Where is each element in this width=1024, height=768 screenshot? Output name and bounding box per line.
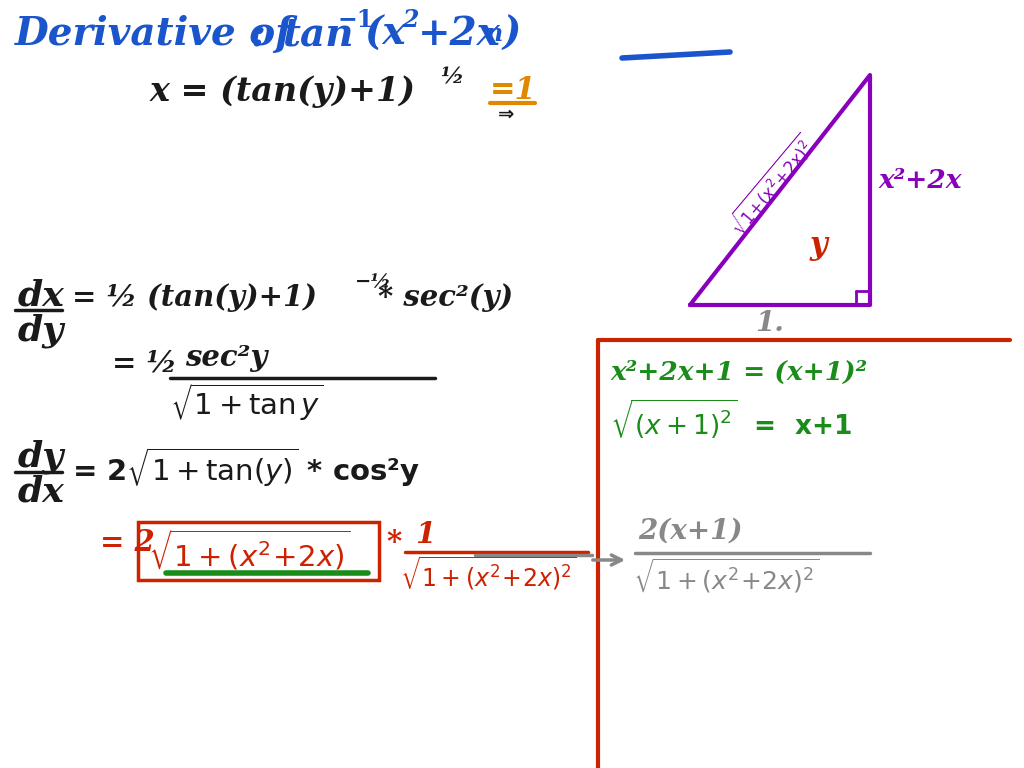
Text: $\sqrt{1+(x^2\!+\!2x)^2}$: $\sqrt{1+(x^2\!+\!2x)^2}$	[400, 555, 577, 594]
Text: 2(x+1): 2(x+1)	[638, 518, 742, 545]
Text: ½: ½	[440, 67, 463, 89]
Text: sec²y: sec²y	[185, 343, 267, 372]
Text: =1: =1	[490, 75, 537, 106]
Text: Derivative of: Derivative of	[15, 15, 293, 53]
Text: +2x: +2x	[418, 15, 501, 53]
Text: n: n	[486, 22, 503, 46]
Text: ⇒: ⇒	[498, 105, 514, 124]
Text: $\sqrt{1+\mathrm{tan}\,y}$: $\sqrt{1+\mathrm{tan}\,y}$	[170, 381, 324, 423]
Text: $\sqrt{1\!+\!(x^2\!+\!2x)^2}$: $\sqrt{1\!+\!(x^2\!+\!2x)^2}$	[722, 131, 820, 240]
Text: $\sqrt{1+(x^2\!+\!2x)^2}$: $\sqrt{1+(x^2\!+\!2x)^2}$	[633, 557, 819, 597]
Text: $\sqrt{(x+1)^2}$  =  x+1: $\sqrt{(x+1)^2}$ = x+1	[610, 398, 852, 442]
Text: (x: (x	[365, 15, 407, 53]
Text: *: *	[387, 528, 413, 557]
Text: dy: dy	[18, 440, 65, 475]
Text: * sec²(y): * sec²(y)	[378, 283, 513, 312]
Text: :: :	[238, 15, 280, 53]
Text: 1: 1	[415, 520, 435, 549]
Text: tan: tan	[282, 15, 353, 53]
Text: x²+2x: x²+2x	[878, 168, 962, 193]
Text: = ½ (tan(y)+1): = ½ (tan(y)+1)	[72, 283, 317, 312]
Text: 2: 2	[402, 8, 419, 32]
Text: x²+2x+1 = (x+1)²: x²+2x+1 = (x+1)²	[610, 360, 867, 385]
Text: −½: −½	[355, 273, 392, 291]
Text: 1.: 1.	[755, 310, 784, 337]
Text: y: y	[810, 230, 827, 261]
Text: dx: dx	[18, 475, 65, 509]
Text: = 2$\sqrt{1+\mathrm{tan}(y)}$ * cos²y: = 2$\sqrt{1+\mathrm{tan}(y)}$ * cos²y	[72, 445, 420, 489]
Text: = 2: = 2	[100, 528, 155, 557]
Text: dy: dy	[18, 313, 65, 347]
Text: = ½: = ½	[112, 348, 177, 377]
Text: −1: −1	[338, 8, 374, 32]
Text: x = (tan(y)+1): x = (tan(y)+1)	[150, 75, 416, 108]
Text: dx: dx	[18, 278, 65, 312]
Text: ): )	[502, 15, 520, 53]
Text: $\sqrt{1+(x^2\!+\!2x)}$: $\sqrt{1+(x^2\!+\!2x)}$	[148, 528, 350, 573]
